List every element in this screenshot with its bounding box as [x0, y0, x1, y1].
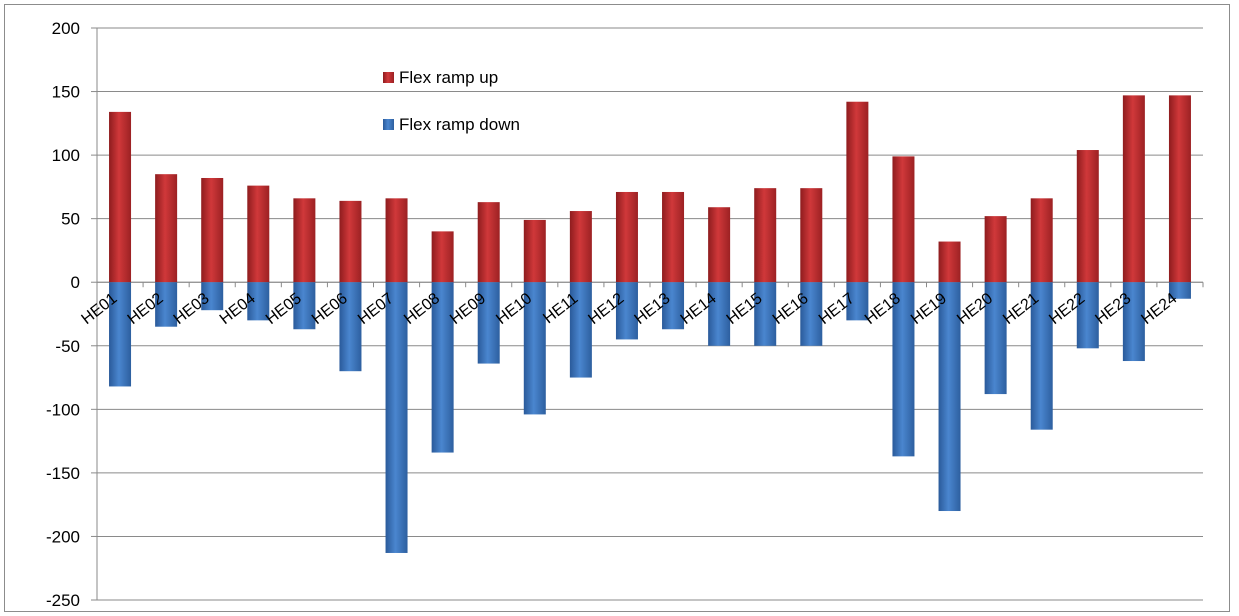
- axes: [91, 27, 1204, 601]
- bar-flex-ramp-down: [615, 282, 638, 340]
- bar-flex-ramp-up: [155, 174, 178, 283]
- y-tick-label: 50: [61, 210, 80, 229]
- bar-flex-ramp-up: [984, 216, 1007, 283]
- bar-flex-ramp-up: [708, 207, 731, 283]
- bar-flex-ramp-up: [1122, 95, 1145, 283]
- bar-flex-ramp-up: [109, 111, 132, 283]
- bar-flex-ramp-up: [754, 188, 777, 283]
- bar-flex-ramp-up: [846, 101, 869, 283]
- bar-flex-ramp-down: [201, 282, 224, 311]
- bar-flex-ramp-down: [708, 282, 731, 346]
- bar-flex-ramp-down: [109, 282, 132, 387]
- bar-flex-ramp-up: [662, 191, 685, 283]
- legend-swatch: [383, 72, 394, 83]
- bar-flex-ramp-down: [523, 282, 546, 415]
- bar-flex-ramp-down: [754, 282, 777, 346]
- bar-flex-ramp-down: [339, 282, 362, 372]
- bar-flex-ramp-down: [155, 282, 178, 327]
- bar-flex-ramp-up: [800, 188, 823, 283]
- bar-flex-ramp-up: [1168, 95, 1191, 283]
- bar-flex-ramp-up: [892, 156, 915, 283]
- bar-flex-ramp-down: [1076, 282, 1099, 349]
- bar-flex-ramp-up: [247, 185, 270, 283]
- bar-flex-ramp-down: [293, 282, 316, 330]
- legend-label: Flex ramp up: [399, 68, 498, 87]
- bar-flex-ramp-up: [201, 177, 224, 283]
- bar-flex-ramp-down: [477, 282, 500, 364]
- legend-swatch: [383, 119, 394, 130]
- y-tick-label: -150: [46, 464, 80, 483]
- y-tick-label: -50: [55, 337, 80, 356]
- y-tick-label: 200: [52, 19, 80, 38]
- legend-label: Flex ramp down: [399, 115, 520, 134]
- bar-flex-ramp-down: [247, 282, 270, 321]
- bar-flex-ramp-down: [662, 282, 685, 330]
- y-tick-label: -250: [46, 591, 80, 610]
- bar-flex-ramp-down: [938, 282, 961, 512]
- y-tick-label: 100: [52, 146, 80, 165]
- bar-flex-ramp-down: [569, 282, 592, 378]
- bar-flex-ramp-up: [523, 219, 546, 283]
- bar-flex-ramp-up: [569, 211, 592, 283]
- legend: Flex ramp up Flex ramp down: [383, 68, 520, 134]
- bar-flex-ramp-down: [431, 282, 454, 453]
- bar-flex-ramp-up: [477, 202, 500, 283]
- y-tick-label: -100: [46, 400, 80, 419]
- bar-flex-ramp-up: [1076, 150, 1099, 283]
- bar-flex-ramp-up: [1030, 198, 1053, 283]
- bar-flex-ramp-down: [800, 282, 823, 346]
- bar-flex-ramp-down: [984, 282, 1007, 395]
- bar-flex-ramp-down: [892, 282, 915, 457]
- bar-flex-ramp-down: [385, 282, 408, 553]
- bar-flex-ramp-down: [1168, 282, 1191, 299]
- bars: [109, 95, 1191, 553]
- gridlines: [97, 27, 1203, 601]
- y-tick-label: 150: [52, 83, 80, 102]
- bar-flex-ramp-up: [339, 200, 362, 283]
- bar-flex-ramp-up: [385, 198, 408, 283]
- y-tick-label: -200: [46, 527, 80, 546]
- bar-flex-ramp-down: [1122, 282, 1145, 362]
- bar-flex-ramp-up: [431, 231, 454, 283]
- bar-flex-ramp-up: [615, 191, 638, 283]
- bar-flex-ramp-down: [1030, 282, 1053, 430]
- bar-flex-ramp-up: [938, 241, 961, 283]
- bar-flex-ramp-down: [846, 282, 869, 321]
- bar-flex-ramp-up: [293, 198, 316, 283]
- y-tick-label: 0: [71, 273, 80, 292]
